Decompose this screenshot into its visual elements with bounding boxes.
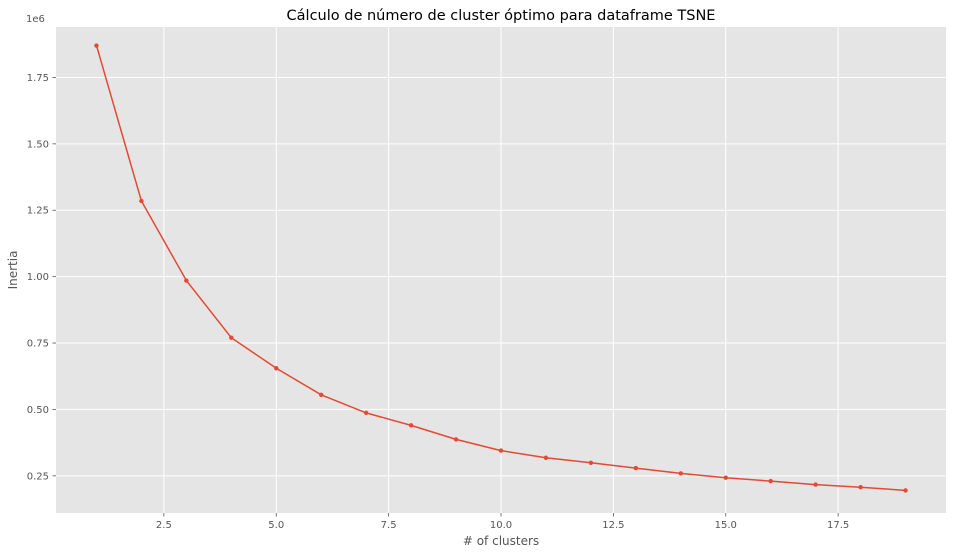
data-point bbox=[723, 475, 728, 480]
y-tick-label: 0.50 bbox=[27, 405, 49, 416]
data-point bbox=[858, 485, 863, 490]
data-point bbox=[588, 460, 594, 466]
x-axis-ticks: 2.5 5.0 7.5 10.0 12.5 15.0 17.5 bbox=[156, 513, 849, 531]
data-point bbox=[453, 437, 459, 442]
data-point bbox=[94, 43, 99, 48]
data-point bbox=[678, 471, 683, 476]
chart-title: Cálculo de número de cluster óptimo para… bbox=[287, 8, 716, 24]
y-tick-label: 1.00 bbox=[27, 272, 49, 283]
x-tick-label: 5.0 bbox=[268, 520, 284, 531]
y-tick-label: 0.25 bbox=[27, 471, 49, 482]
data-point bbox=[274, 366, 279, 371]
y-offset-label: 1e6 bbox=[26, 14, 45, 25]
data-point bbox=[184, 278, 189, 283]
x-tick-label: 10.0 bbox=[490, 520, 512, 531]
grid-lines bbox=[56, 27, 946, 513]
data-point bbox=[543, 455, 549, 460]
y-tick-label: 1.50 bbox=[27, 139, 49, 150]
y-axis-label: Inertia bbox=[6, 251, 20, 290]
x-axis-label: # of clusters bbox=[463, 534, 539, 548]
x-tick-label: 7.5 bbox=[381, 520, 397, 531]
data-point bbox=[768, 478, 773, 484]
data-point bbox=[139, 198, 144, 204]
data-point bbox=[903, 488, 908, 493]
data-point bbox=[408, 423, 414, 428]
data-point bbox=[813, 482, 818, 487]
data-point bbox=[498, 448, 504, 453]
x-tick-label: 17.5 bbox=[827, 520, 849, 531]
y-tick-label: 1.25 bbox=[27, 206, 49, 217]
data-point bbox=[633, 465, 639, 471]
x-tick-label: 12.5 bbox=[602, 520, 624, 531]
x-tick-label: 15.0 bbox=[715, 520, 737, 531]
data-point bbox=[229, 335, 234, 340]
data-point bbox=[363, 410, 369, 416]
y-axis-ticks: 0.25 0.50 0.75 1.00 1.25 1.50 1.75 bbox=[27, 73, 56, 482]
data-point bbox=[319, 392, 324, 398]
series-group bbox=[94, 43, 908, 493]
y-tick-label: 1.75 bbox=[27, 73, 49, 84]
x-tick-label: 2.5 bbox=[156, 520, 172, 531]
y-tick-label: 0.75 bbox=[27, 339, 49, 350]
